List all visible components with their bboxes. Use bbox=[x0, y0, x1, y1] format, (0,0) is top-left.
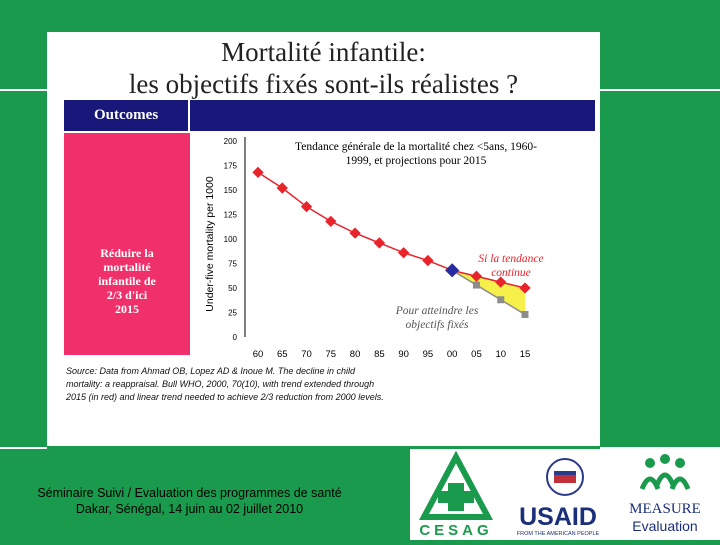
x-tick-label: 95 bbox=[423, 349, 434, 360]
goal-line: 2/3 d'ici bbox=[106, 288, 148, 302]
cesag-cross-bar bbox=[438, 491, 474, 503]
observed-point bbox=[325, 215, 337, 228]
y-tick-label: 150 bbox=[224, 186, 238, 195]
mortality-chart: 0 25 50 75 100 125 150 175 200 60 65 70 75 80 85 90 95 00… bbox=[190, 133, 595, 360]
cesag-triangle-icon bbox=[419, 450, 493, 520]
measure-subtext: Evaluation bbox=[632, 518, 697, 534]
measure-text: MEASURE bbox=[629, 501, 701, 517]
continue-trend-point bbox=[470, 270, 483, 282]
goal-line: infantile de bbox=[98, 274, 156, 288]
annotation-continue-line: Si la tendance bbox=[478, 253, 543, 265]
footer-line1: Séminaire Suivi / Evaluation des program… bbox=[37, 486, 342, 500]
y-tick-label: 125 bbox=[224, 211, 238, 220]
continue-trend-point bbox=[519, 282, 531, 294]
measure-person-icon bbox=[660, 454, 670, 464]
annotation-goal-line: Pour atteindre les bbox=[395, 305, 479, 317]
goal-line: mortalité bbox=[103, 260, 151, 274]
usaid-tagline: FROM THE AMERICAN PEOPLE bbox=[517, 531, 600, 537]
x-tick-label: 90 bbox=[398, 349, 409, 360]
base-year-point bbox=[445, 263, 460, 278]
y-tick-label: 200 bbox=[224, 137, 238, 146]
top-divider-left bbox=[0, 89, 47, 91]
goal-trend-point bbox=[497, 296, 505, 304]
x-tick-label: 75 bbox=[326, 349, 337, 360]
usaid-seal-band bbox=[554, 471, 576, 475]
slide-panel: Mortalité infantile: les objectifs fixés… bbox=[47, 32, 600, 446]
x-tick-label: 65 bbox=[277, 349, 288, 360]
y-tick-label: 175 bbox=[224, 162, 238, 171]
x-tick-label: 85 bbox=[374, 349, 385, 360]
y-tick-label: 0 bbox=[233, 333, 238, 342]
measure-logo: MEASURE Evaluation bbox=[629, 454, 701, 534]
goal-line: Réduire la bbox=[100, 246, 154, 260]
x-tick-label: 80 bbox=[350, 349, 361, 360]
goal-panel bbox=[64, 133, 190, 355]
annotation-continue-line: continue bbox=[491, 267, 531, 279]
goal-trend-point bbox=[521, 310, 529, 318]
slide-title-line1: Mortalité infantile: bbox=[221, 37, 426, 67]
bottom-divider-left bbox=[0, 447, 47, 449]
continue-trend-line bbox=[452, 269, 526, 289]
goal-line: 2015 bbox=[115, 302, 139, 316]
bottom-divider-right bbox=[600, 447, 720, 449]
observed-point bbox=[373, 237, 386, 249]
y-tick-label: 75 bbox=[228, 260, 237, 269]
observed-point bbox=[397, 247, 410, 259]
source-line: 2015 (in red) and linear trend needed to… bbox=[66, 392, 384, 402]
measure-person-icon bbox=[645, 458, 655, 468]
annotation-goal-line: objectifs fixés bbox=[406, 319, 469, 331]
chart-title-line: 1999, et projections pour 2015 bbox=[346, 155, 487, 167]
source-line: Source: Data from Ahmad OB, Lopez AD & I… bbox=[66, 366, 355, 376]
x-tick-label: 15 bbox=[520, 349, 531, 360]
cesag-text: CESAG bbox=[419, 522, 492, 539]
footer-line2: Dakar, Sénégal, 14 juin au 02 juillet 20… bbox=[75, 502, 304, 516]
logo-strip: CESAG USAID FROM THE AMERICAN PEOPLE MEA… bbox=[410, 449, 720, 540]
goal-trend-point bbox=[472, 281, 480, 289]
source-line: mortality: a reappraisal. Bull WHO, 2000… bbox=[66, 379, 375, 389]
x-tick-label: 05 bbox=[471, 349, 482, 360]
observed-point bbox=[252, 166, 264, 179]
measure-person-icon bbox=[675, 458, 685, 468]
footer-text: Séminaire Suivi / Evaluation des program… bbox=[2, 485, 377, 517]
x-tick-label: 70 bbox=[301, 349, 312, 360]
observed-point bbox=[349, 227, 361, 239]
usaid-text: USAID bbox=[519, 503, 597, 531]
goal-trend-line bbox=[451, 269, 526, 316]
measure-people-bodies bbox=[639, 472, 691, 491]
top-divider-right bbox=[600, 89, 720, 91]
y-tick-label: 100 bbox=[224, 235, 238, 244]
logos-svg: CESAG USAID FROM THE AMERICAN PEOPLE MEA… bbox=[419, 450, 701, 539]
observed-point bbox=[422, 254, 434, 267]
x-tick-label: 10 bbox=[495, 349, 506, 360]
source-note: Source: Data from Ahmad OB, Lopez AD & I… bbox=[66, 365, 486, 404]
observed-point bbox=[276, 182, 288, 194]
chart-title-line: Tendance générale de la mortalité chez <… bbox=[295, 141, 537, 153]
outcomes-label: Outcomes bbox=[64, 100, 190, 131]
cesag-logo: CESAG bbox=[419, 450, 493, 539]
continue-trend-point bbox=[495, 276, 507, 288]
usaid-logo: USAID FROM THE AMERICAN PEOPLE bbox=[517, 458, 600, 537]
y-axis-label: Under-five mortality per 1000 bbox=[204, 176, 216, 312]
x-tick-label: 00 bbox=[447, 349, 458, 360]
slide-title-line2: les objectifs fixés sont-ils réalistes ? bbox=[128, 69, 519, 99]
x-tick-label: 60 bbox=[253, 349, 264, 360]
y-tick-label: 50 bbox=[228, 284, 237, 293]
goal-text: Réduire la mortalité infantile de 2/3 d'… bbox=[64, 246, 190, 316]
y-tick-label: 25 bbox=[228, 309, 237, 318]
